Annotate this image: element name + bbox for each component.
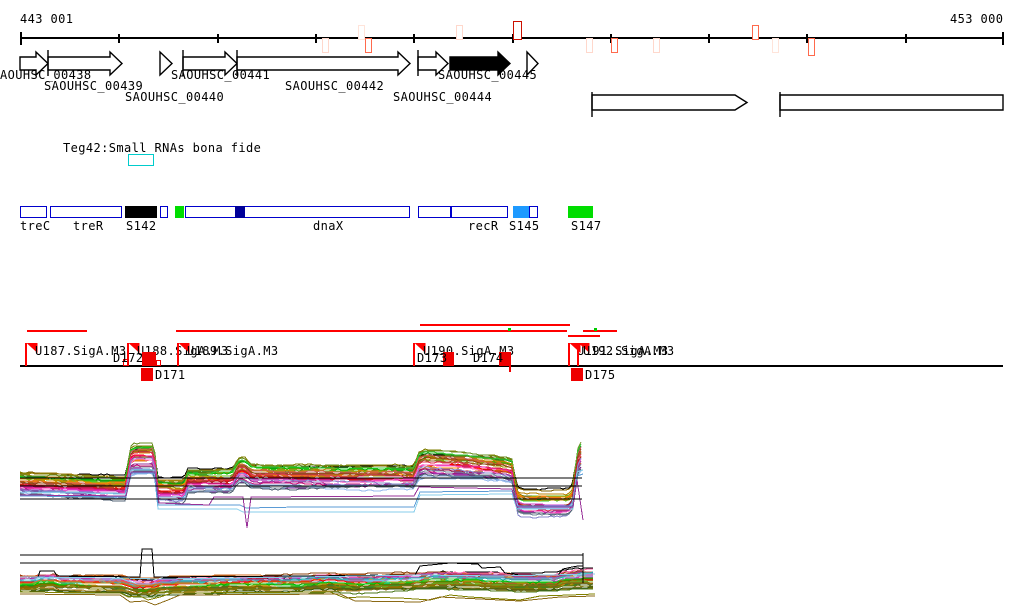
ruler-tick [217,33,219,43]
feature-label: treC [20,219,51,233]
feature-box-S142[interactable] [125,206,157,218]
variant-mark[interactable] [456,25,463,40]
tss-label: U192.SigA.M3 [583,344,675,358]
feature-box-feature[interactable] [529,206,538,218]
gene-label: SAOUHSC_00440 [125,90,225,104]
terminator-label: D174 [473,351,504,365]
variant-mark[interactable] [611,38,618,53]
gene-label: SAOUHSC_00441 [171,68,271,82]
tss-label: U187.SigA.M3 [35,344,127,358]
tss-flag[interactable] [569,343,581,353]
tss-flag[interactable] [26,343,38,353]
gene-label: SAOUHSC_00445 [438,68,538,82]
feature-box-S147[interactable] [568,206,593,218]
terminator-marker[interactable] [571,368,583,381]
variant-mark[interactable] [513,21,522,40]
ruler-tick [806,33,808,43]
variant-mark[interactable] [653,38,660,53]
ruler-start-coordinate: 443 001 [20,12,74,26]
tss-flag[interactable] [578,343,590,353]
transcript-end-tick [508,328,511,331]
feature-label: S142 [126,219,157,233]
variant-mark[interactable] [358,25,365,40]
feature-box-treC[interactable] [20,206,47,218]
transcript-extent-line [568,335,600,337]
feature-box-recR[interactable] [418,206,508,218]
tss-flag[interactable] [414,343,426,353]
tss-flag[interactable] [128,343,140,353]
tss-flag-pole [568,343,570,366]
tss-label: U188.SigA.M3 [137,344,229,358]
feature-box-feature[interactable] [235,206,245,218]
feature-label: treR [73,219,104,233]
feature-label: S147 [571,219,602,233]
tss-flag-pole [25,343,27,366]
terminator-label: D175 [585,368,616,382]
srna-feature-box[interactable] [128,154,154,166]
ruler-tick [905,33,907,43]
feature-box-S145[interactable] [513,206,529,218]
tss-label: U189.SigA.M3 [187,344,279,358]
srna-track-title: Teg42:Small RNAs bona fide [63,141,262,155]
tss-flag-pole [177,343,179,366]
feature-label: dnaX [313,219,344,233]
terminator-label: D171 [155,368,186,382]
ruler-tick [708,33,710,43]
ruler-tick [512,33,514,43]
transcript-extent-line [583,330,617,332]
gene-label: SAOUHSC_00444 [393,90,493,104]
ruler-tick [413,33,415,43]
terminator-marker[interactable] [141,368,153,381]
terminator-label: D173 [417,351,448,365]
variant-mark[interactable] [808,38,815,56]
feature-box-treR[interactable] [50,206,122,218]
terminator-stem [509,366,511,372]
tss-flag-pole [413,343,415,366]
tss-flag-pole [127,343,129,366]
ruler-tick [610,33,612,43]
terminator-marker[interactable] [123,359,129,366]
feature-label: recR [468,219,499,233]
tss-label: U191.SigA.M3 [577,344,669,358]
ruler-line [20,37,1003,39]
ruler-end-tick [1002,31,1004,45]
transcript-extent-line [176,330,567,332]
gene-label: SAOUHSC_00442 [285,79,385,93]
terminator-marker[interactable] [499,352,511,366]
transcript-extent-line [27,330,87,332]
ruler-tick [315,33,317,43]
feature-label: S145 [509,219,540,233]
variant-mark[interactable] [586,38,593,53]
annotation-baseline [20,365,1003,367]
terminator-label: D172 [113,351,144,365]
gene-label: AOUHSC_00438 [0,68,92,82]
variant-mark[interactable] [772,38,779,53]
terminator-marker[interactable] [443,352,454,366]
tss-flag[interactable] [178,343,190,353]
terminator-marker[interactable] [142,352,156,366]
transcript-end-tick [594,328,597,331]
ruler-tick [118,33,120,43]
ruler-end-coordinate: 453 000 [950,12,1004,26]
tss-flag-pole [577,343,579,366]
variant-mark[interactable] [752,25,759,40]
feature-box-feature[interactable] [160,206,168,218]
ruler-end-tick [20,31,22,45]
terminator-marker[interactable] [156,360,161,366]
feature-divider [450,206,452,218]
gene-label: SAOUHSC_00439 [44,79,144,93]
transcript-extent-line [420,324,570,326]
feature-box-feature[interactable] [175,206,184,218]
